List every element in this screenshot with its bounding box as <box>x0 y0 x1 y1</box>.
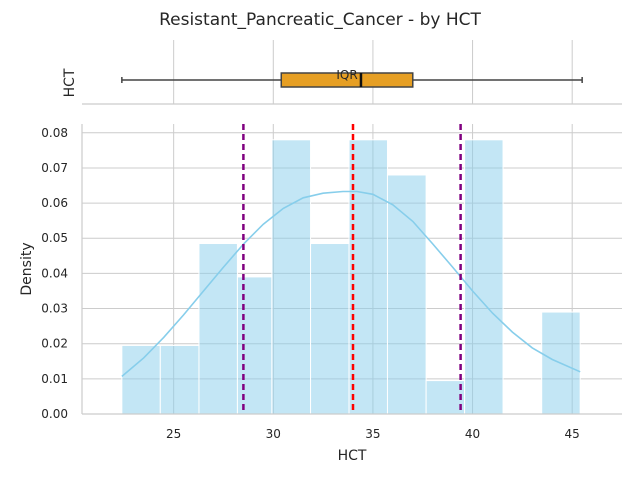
histogram-bar <box>271 139 312 415</box>
histogram-bar <box>464 139 504 415</box>
x-tick-label: 35 <box>365 427 380 441</box>
y-tick-label: 0.01 <box>41 372 68 386</box>
y-tick-label: 0.04 <box>41 266 68 280</box>
histogram-bar <box>121 344 161 415</box>
iqr-annotation: IQR <box>336 68 357 82</box>
x-tick-label: 45 <box>565 427 580 441</box>
histogram-bar <box>310 243 350 415</box>
y-tick-label: 0.00 <box>41 407 68 421</box>
y-tick-label: 0.05 <box>41 231 68 245</box>
x-tick-label: 25 <box>166 427 181 441</box>
iqr-box <box>280 72 414 88</box>
box-plot-panel: HCT IQR <box>62 40 622 105</box>
y-axis-label: Density <box>19 242 35 295</box>
y-tick-label: 0.06 <box>41 196 68 210</box>
x-tick-label: 30 <box>266 427 281 441</box>
histogram-bars <box>121 139 581 415</box>
histogram-bar <box>348 139 388 415</box>
y-tick-label: 0.03 <box>41 302 68 316</box>
x-axis-label: HCT <box>338 448 367 464</box>
histogram-bar <box>386 174 427 415</box>
histogram-bar <box>159 344 200 415</box>
box-elements <box>121 72 583 88</box>
x-tick-labels: 25 30 35 40 45 <box>166 427 580 441</box>
histogram-bar <box>198 243 238 415</box>
y-tick-label: 0.07 <box>41 161 68 175</box>
y-tick-label: 0.08 <box>41 126 68 140</box>
reference-lines <box>242 124 462 414</box>
box-grid <box>173 40 573 104</box>
y-tick-label: 0.02 <box>41 337 68 351</box>
y-tick-labels: 0.00 0.01 0.02 0.03 0.04 0.05 0.06 0.07 0.08 <box>41 126 68 421</box>
histogram-bar <box>425 380 466 415</box>
figure-title: Resistant_Pancreatic_Cancer - by HCT <box>159 10 481 30</box>
kde-curve <box>121 190 581 378</box>
x-tick-label: 40 <box>465 427 480 441</box>
box-y-label: HCT <box>62 68 78 97</box>
histogram-panel: 25 30 35 40 45 0.000.010.020.030.040.050.060… <box>19 124 622 464</box>
